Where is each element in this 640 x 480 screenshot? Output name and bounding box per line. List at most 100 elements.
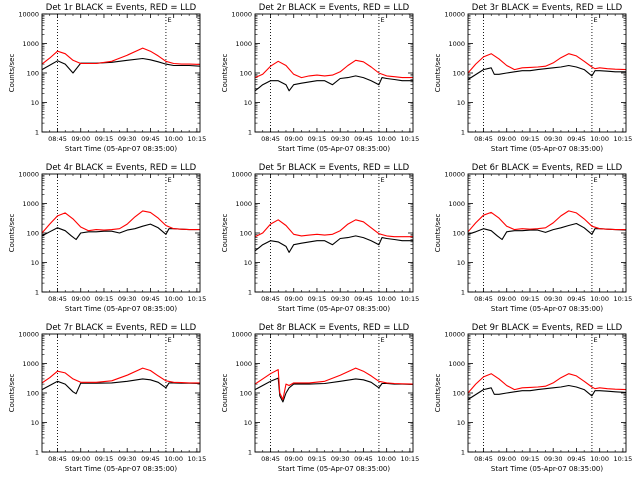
y-tick-label: 1 (35, 129, 39, 137)
x-tick-label: 09:30 (118, 455, 137, 463)
x-tick-label: 08:45 (48, 295, 67, 303)
x-tick-label: 10:00 (590, 135, 609, 143)
legend-mark: E (380, 176, 384, 184)
y-tick-label: 10 (244, 99, 252, 107)
x-tick-label: 09:45 (567, 295, 586, 303)
x-tick-label: 09:00 (497, 135, 516, 143)
x-tick-label: 08:45 (48, 455, 67, 463)
chart-panel-8: Det 8r BLACK = Events, RED = LLD Counts/s… (221, 323, 419, 473)
series-line-events (254, 75, 413, 92)
y-tick-label: 1 (461, 449, 465, 457)
y-tick-label: 10000 (231, 11, 252, 19)
x-tick-label: 10:15 (401, 455, 420, 463)
y-tick-label: 10 (457, 259, 465, 267)
plot-frame (254, 13, 414, 133)
x-tick-label: 10:15 (401, 295, 420, 303)
x-tick-label: 09:30 (544, 135, 563, 143)
x-tick-label: 09:15 (521, 135, 540, 143)
y-tick-label: 10000 (18, 331, 39, 339)
chart-title: Det 3r BLACK = Events, RED = LLD (472, 3, 623, 13)
chart-panel-4: Det 4r BLACK = Events, RED = LLD Counts/s… (8, 163, 206, 313)
legend-mark: E (593, 336, 597, 344)
x-tick-label: 09:00 (284, 135, 303, 143)
y-tick-label: 10000 (444, 171, 465, 179)
x-tick-label: 10:15 (614, 135, 633, 143)
x-tick-label: 09:30 (544, 455, 563, 463)
x-tick-label: 10:00 (590, 295, 609, 303)
x-axis-label: Start Time (05-Apr-07 08:35:00) (491, 145, 603, 153)
x-tick-label: 08:45 (261, 295, 280, 303)
y-tick-label: 10000 (18, 171, 39, 179)
x-tick-label: 08:45 (48, 135, 67, 143)
series-line-lld (467, 210, 626, 233)
y-tick-label: 100 (27, 70, 39, 78)
x-tick-label: 09:30 (331, 135, 350, 143)
legend-mark: E (167, 336, 171, 344)
x-tick-label: 10:15 (614, 455, 633, 463)
chart-panel-5: Det 5r BLACK = Events, RED = LLD Counts/s… (221, 163, 419, 313)
x-tick-label: 08:45 (474, 455, 493, 463)
x-tick-label: 10:15 (401, 135, 420, 143)
x-axis-label: Start Time (05-Apr-07 08:35:00) (65, 145, 177, 153)
chart-title: Det 7r BLACK = Events, RED = LLD (46, 323, 197, 333)
x-tick-label: 10:00 (164, 295, 183, 303)
legend-mark: E (167, 176, 171, 184)
x-tick-label: 08:45 (261, 455, 280, 463)
x-tick-label: 09:45 (141, 455, 160, 463)
series-line-events (41, 223, 200, 241)
chart-title: Det 5r BLACK = Events, RED = LLD (259, 163, 410, 173)
y-axis-label: Counts/sec (8, 214, 16, 253)
y-tick-label: 100 (240, 390, 252, 398)
plot-frame (467, 173, 627, 293)
x-tick-label: 09:15 (521, 455, 540, 463)
x-tick-label: 09:45 (141, 135, 160, 143)
series-line-lld (254, 367, 414, 401)
y-tick-label: 10 (244, 419, 252, 427)
y-tick-label: 1 (35, 449, 39, 457)
series-line-lld (41, 47, 201, 65)
x-tick-label: 09:30 (118, 295, 137, 303)
y-tick-label: 100 (453, 70, 465, 78)
y-tick-label: 100 (240, 70, 252, 78)
x-tick-label: 09:45 (567, 455, 586, 463)
y-tick-label: 10 (31, 259, 39, 267)
x-tick-label: 09:00 (284, 295, 303, 303)
y-axis-label: Counts/sec (434, 214, 442, 253)
x-tick-label: 09:15 (308, 135, 327, 143)
series-line-lld (41, 367, 200, 384)
y-tick-label: 10 (31, 419, 39, 427)
chart-panel-6: Det 6r BLACK = Events, RED = LLD Counts/s… (434, 163, 632, 313)
x-tick-label: 09:00 (497, 455, 516, 463)
series-line-lld (41, 210, 200, 234)
x-tick-label: 10:00 (377, 295, 396, 303)
plot-frame (41, 333, 201, 453)
x-tick-label: 10:00 (164, 455, 183, 463)
y-tick-label: 1000 (235, 360, 252, 368)
y-tick-label: 1000 (22, 200, 39, 208)
chart-panel-3: Det 3r BLACK = Events, RED = LLD Counts/s… (434, 3, 632, 153)
series-line-lld (467, 373, 627, 394)
y-tick-label: 1000 (448, 40, 465, 48)
chart-title: Det 8r BLACK = Events, RED = LLD (259, 323, 410, 333)
chart-panel-2: Det 2r BLACK = Events, RED = LLD Counts/s… (221, 3, 419, 153)
y-tick-label: 10000 (444, 331, 465, 339)
y-tick-label: 100 (453, 390, 465, 398)
x-axis-label: Start Time (05-Apr-07 08:35:00) (65, 305, 177, 313)
y-tick-label: 10 (457, 99, 465, 107)
x-tick-label: 09:30 (118, 135, 137, 143)
x-tick-label: 09:15 (95, 455, 114, 463)
x-tick-label: 09:30 (331, 455, 350, 463)
y-tick-label: 10000 (231, 331, 252, 339)
chart-panel-9: Det 9r BLACK = Events, RED = LLD Counts/s… (434, 323, 632, 473)
x-tick-label: 09:30 (544, 295, 563, 303)
y-tick-label: 1 (35, 289, 39, 297)
x-axis-label: Start Time (05-Apr-07 08:35:00) (278, 305, 390, 313)
y-tick-label: 1 (248, 289, 252, 297)
y-tick-label: 10000 (444, 11, 465, 19)
x-tick-label: 08:45 (474, 295, 493, 303)
x-tick-label: 09:00 (284, 455, 303, 463)
chart-title: Det 9r BLACK = Events, RED = LLD (472, 323, 623, 333)
plot-frame (254, 333, 414, 453)
y-axis-label: Counts/sec (221, 214, 229, 253)
x-tick-label: 09:45 (141, 295, 160, 303)
